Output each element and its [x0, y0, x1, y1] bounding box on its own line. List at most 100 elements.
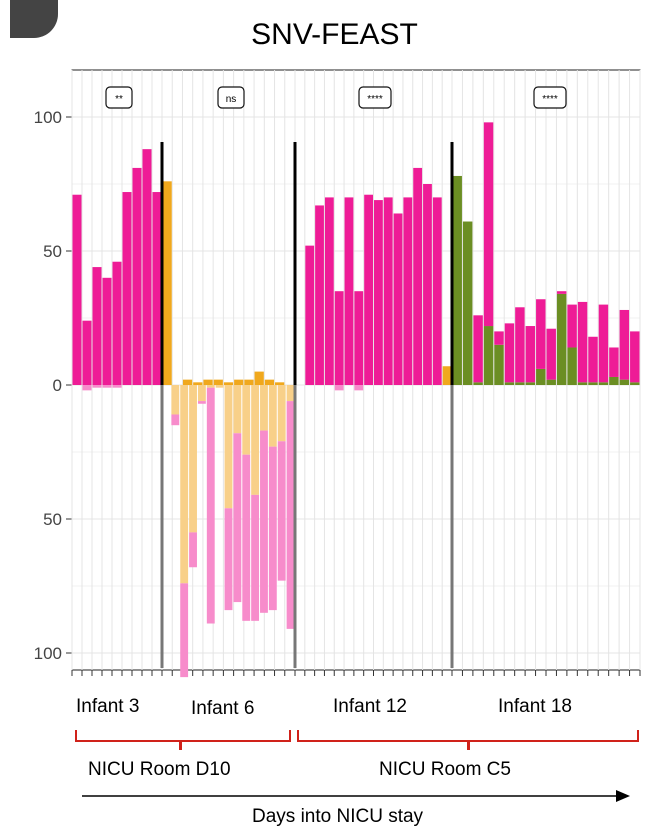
bar-orange: [182, 379, 193, 385]
bar-peach-lower: [171, 385, 180, 415]
bar-pink-lower: [197, 401, 206, 404]
bar-pink-lower: [242, 454, 251, 621]
bar-magenta: [473, 315, 483, 383]
bar-olive: [504, 382, 515, 385]
bar-magenta: [305, 245, 315, 385]
room-bracket-d10: [75, 730, 291, 742]
room-bracket-d10-notch: [179, 742, 182, 750]
bar-magenta: [364, 194, 373, 385]
bar-olive: [525, 382, 536, 385]
bar-orange: [162, 181, 172, 385]
bar-pink-lower: [354, 385, 364, 391]
bar-olive: [619, 379, 630, 385]
bar-peach-lower: [277, 385, 286, 442]
bar-pink-lower: [260, 430, 268, 613]
corner-graphic: [10, 0, 58, 38]
bar-magenta: [546, 328, 556, 380]
bar-pink-lower: [92, 385, 102, 388]
bar-orange: [213, 379, 223, 385]
bar-orange: [442, 366, 452, 385]
bar-magenta: [525, 326, 536, 383]
bar-pink-lower: [112, 385, 122, 388]
bar-olive: [598, 382, 609, 385]
bar-olive: [546, 379, 556, 385]
bar-olive: [609, 376, 619, 385]
bar-orange: [193, 382, 203, 385]
bar-pink-lower: [206, 387, 215, 624]
bar-olive: [462, 221, 473, 385]
bar-peach-lower: [268, 385, 277, 447]
bar-magenta: [598, 304, 609, 383]
room-bracket-c5-notch: [467, 742, 470, 750]
bar-peach-lower: [233, 385, 242, 434]
bar-pink-lower: [180, 583, 189, 678]
bar-magenta: [315, 205, 324, 385]
bar-olive: [577, 382, 588, 385]
bar-peach-lower: [180, 385, 189, 584]
room-label-d10: NICU Room D10: [88, 759, 231, 780]
bar-olive: [494, 344, 504, 385]
bar-peach-lower: [260, 385, 268, 431]
bar-magenta: [504, 323, 515, 383]
bar-orange: [223, 382, 234, 385]
bar-magenta: [630, 331, 640, 383]
bar-pink-lower: [82, 385, 92, 391]
bar-pink-lower: [268, 446, 277, 611]
bar-magenta: [72, 194, 82, 385]
bar-olive: [515, 382, 525, 385]
bar-magenta: [483, 122, 494, 327]
y-tick-label: 100: [34, 108, 62, 127]
bar-orange: [264, 379, 275, 385]
bar-olive: [536, 368, 546, 385]
bar-magenta: [82, 320, 92, 385]
infant-label-12: Infant 12: [333, 696, 407, 717]
bar-pink-lower: [277, 441, 286, 581]
room-bracket-c5: [297, 730, 639, 742]
bar-magenta: [423, 184, 432, 385]
infant-label-6: Infant 6: [191, 698, 255, 719]
y-tick-label: 100: [34, 644, 62, 663]
bar-magenta: [432, 197, 442, 385]
bar-orange: [234, 379, 244, 385]
bar-pink-lower: [334, 385, 344, 391]
bar-orange: [203, 379, 213, 385]
significance-label: ns: [226, 94, 237, 105]
significance-label: ****: [542, 94, 558, 105]
bar-magenta: [413, 167, 423, 385]
significance-box: [533, 86, 567, 109]
bar-pink-lower: [286, 401, 295, 629]
bar-pink-lower: [233, 433, 242, 603]
bar-olive: [473, 382, 483, 385]
infant-label-3: Infant 3: [76, 696, 140, 717]
significance-box: [358, 86, 392, 109]
bar-peach-lower: [242, 385, 251, 455]
bar-magenta: [344, 197, 354, 385]
bar-olive: [452, 175, 462, 385]
bar-olive: [483, 326, 494, 385]
bar-magenta: [515, 307, 525, 383]
bar-pink-lower: [171, 414, 180, 426]
bar-peach-lower: [224, 385, 233, 509]
bar-peach-lower: [251, 385, 260, 495]
bar-olive: [630, 382, 640, 385]
y-tick-label: 50: [43, 510, 62, 529]
bar-peach-lower: [206, 385, 215, 388]
bar-magenta: [609, 347, 619, 377]
significance-box: [105, 86, 133, 109]
bar-magenta: [536, 299, 546, 369]
bar-olive: [556, 293, 567, 385]
bar-magenta: [393, 213, 403, 385]
bar-peach-lower: [286, 385, 295, 402]
bar-magenta: [556, 291, 567, 294]
bar-magenta: [619, 309, 630, 380]
chart-title: SNV-FEAST: [251, 18, 418, 51]
bar-peach-lower: [197, 385, 206, 402]
bar-olive: [567, 347, 577, 385]
bar-pink-lower: [189, 532, 197, 568]
x-axis-label: Days into NICU stay: [252, 806, 424, 827]
bar-magenta: [403, 197, 413, 385]
bar-pink-lower: [224, 508, 233, 611]
bar-magenta: [567, 304, 577, 348]
bar-pink-lower: [102, 385, 112, 388]
